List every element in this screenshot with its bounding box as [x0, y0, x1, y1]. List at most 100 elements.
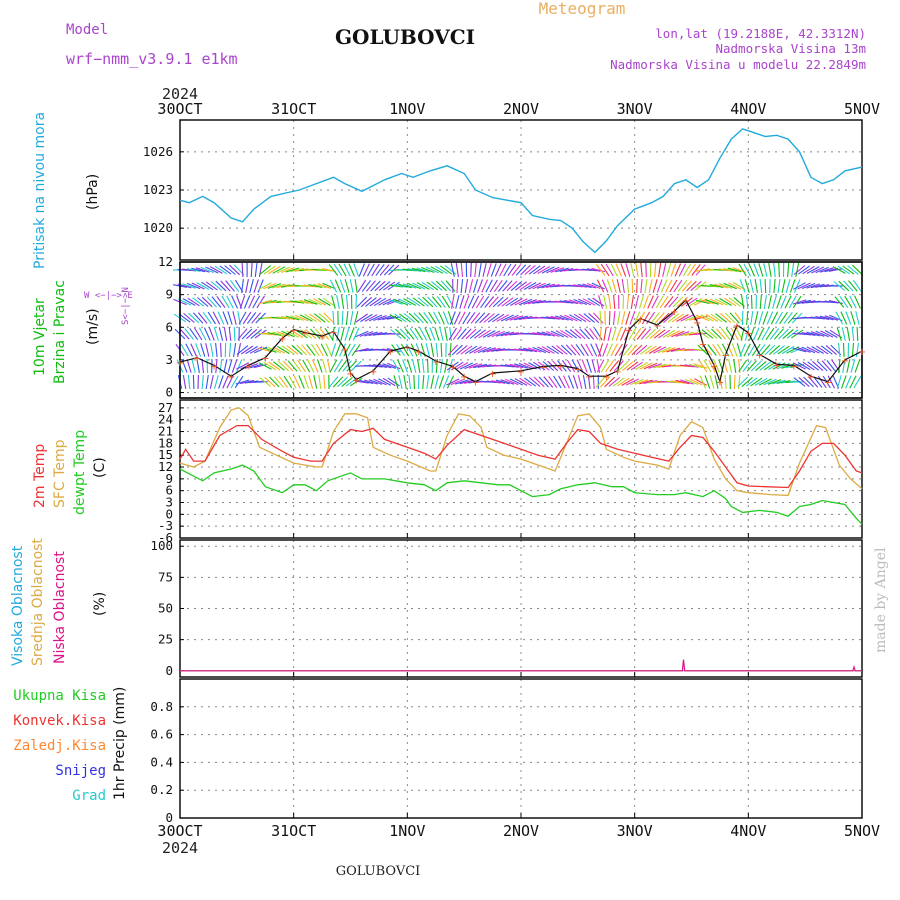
wind-arrow — [378, 281, 391, 291]
wind-arrow — [550, 330, 564, 338]
wind-arrow — [206, 296, 218, 308]
wind-arrow — [832, 266, 846, 274]
wind-arrow — [820, 330, 834, 338]
wind-arrow — [192, 312, 204, 324]
wind-arrow — [417, 297, 429, 307]
wind-gust-marker: + — [710, 361, 718, 372]
wind-arrow — [238, 311, 247, 325]
wind-arrow — [318, 298, 331, 306]
wind-gust-marker: + — [773, 360, 781, 371]
wind-compass-vertical: S<−|−>N — [121, 287, 131, 325]
wind-arrow — [855, 311, 860, 325]
wind-gust-marker: + — [329, 328, 337, 339]
wind-arrow — [487, 313, 500, 323]
wind-arrow — [361, 280, 372, 292]
wind-arrow — [793, 282, 806, 290]
wind-arrow — [427, 296, 438, 308]
wind-arrow — [455, 263, 459, 277]
temp-ytick-label: 24 — [158, 412, 173, 427]
wind-arrow — [807, 361, 820, 371]
wind-arrow — [263, 361, 277, 371]
wind-arrow — [412, 297, 425, 307]
wind-arrow — [852, 264, 863, 276]
wind-arrow — [367, 263, 375, 277]
wind-arrow — [428, 311, 437, 325]
wind-arrow — [329, 359, 338, 373]
wind-ytick-label: 3 — [165, 352, 173, 367]
wind-gust-marker: + — [824, 378, 832, 389]
wind-arrow — [382, 298, 396, 306]
wind-arrow — [816, 345, 829, 355]
wind-arrow — [283, 375, 293, 389]
wind-gust-marker: + — [244, 361, 252, 372]
wind-arrow — [365, 280, 376, 292]
temp-ytick-label: -3 — [158, 518, 173, 533]
wind-arrow — [277, 360, 289, 372]
wind-arrow — [617, 377, 630, 387]
wind-arrow — [523, 282, 537, 290]
temp-unit: (C) — [92, 457, 108, 478]
wind-arrow — [788, 295, 797, 309]
wind-arrow — [215, 280, 227, 292]
wind-arrow — [640, 262, 643, 278]
wind-gust-marker: + — [585, 372, 593, 383]
wind-arrow — [628, 327, 637, 341]
wind-arrow — [842, 342, 845, 358]
wind-arrow — [520, 264, 531, 276]
wind-arrow — [573, 313, 587, 323]
wind-arrow — [842, 265, 855, 275]
precip-unit: 1hr Precip (mm) — [112, 687, 128, 800]
wind-arrow — [396, 343, 406, 357]
wind-arrow — [845, 375, 852, 389]
wind-arrow — [203, 327, 211, 341]
wind-arrow — [339, 279, 346, 293]
wind-arrow — [634, 379, 649, 385]
wind-arrow — [533, 361, 546, 371]
wind-arrow — [278, 376, 289, 388]
wind-gust-marker: + — [699, 340, 707, 351]
wind-gust-marker: + — [176, 358, 184, 369]
wind-arrow — [293, 375, 301, 389]
wind-arrow — [606, 343, 614, 357]
wind-arrow — [245, 345, 258, 355]
pressure-unit: (hPa) — [85, 174, 101, 210]
wind-arrow — [518, 362, 533, 370]
wind-arrow — [328, 264, 339, 276]
wind-arrow — [301, 344, 312, 356]
wind-arrow — [273, 376, 284, 388]
wind-arrow — [281, 266, 295, 274]
wind-arrow — [648, 279, 653, 293]
wind-arrow — [658, 263, 662, 277]
wind-arrow — [449, 326, 452, 342]
wind-arrow — [763, 378, 777, 386]
wind-arrow — [845, 311, 852, 325]
wind-arrow — [318, 375, 322, 389]
wind-arrow — [792, 295, 802, 309]
wind-arrow — [713, 359, 720, 373]
wind-arrow — [565, 344, 577, 356]
wind-arrow — [587, 375, 591, 389]
wind-arrow — [499, 263, 507, 277]
wind-arrow — [824, 315, 839, 321]
wind-arrow — [460, 262, 464, 278]
wind-arrow — [311, 359, 319, 373]
wind-arrow — [746, 310, 749, 326]
wind-arrow — [196, 359, 200, 373]
wind-arrow — [527, 299, 542, 305]
wind-arrow — [543, 376, 554, 388]
wind-gust-marker: + — [574, 365, 582, 376]
wind-arrow — [473, 363, 488, 369]
wind-arrow — [838, 280, 850, 292]
wind-arrow — [763, 263, 768, 277]
wind-arrow — [308, 298, 322, 306]
wind-arrow — [753, 263, 760, 277]
wind-arrow — [192, 297, 205, 307]
wind-gust-marker: + — [557, 361, 565, 372]
wind-arrow — [505, 378, 519, 386]
wind-ytick-label: 6 — [165, 319, 173, 334]
wind-arrow — [200, 343, 206, 357]
wind-arrow — [382, 363, 396, 369]
wind-arrow — [290, 329, 304, 339]
wind-arrow — [458, 311, 466, 325]
wind-gust-marker: + — [790, 361, 798, 372]
